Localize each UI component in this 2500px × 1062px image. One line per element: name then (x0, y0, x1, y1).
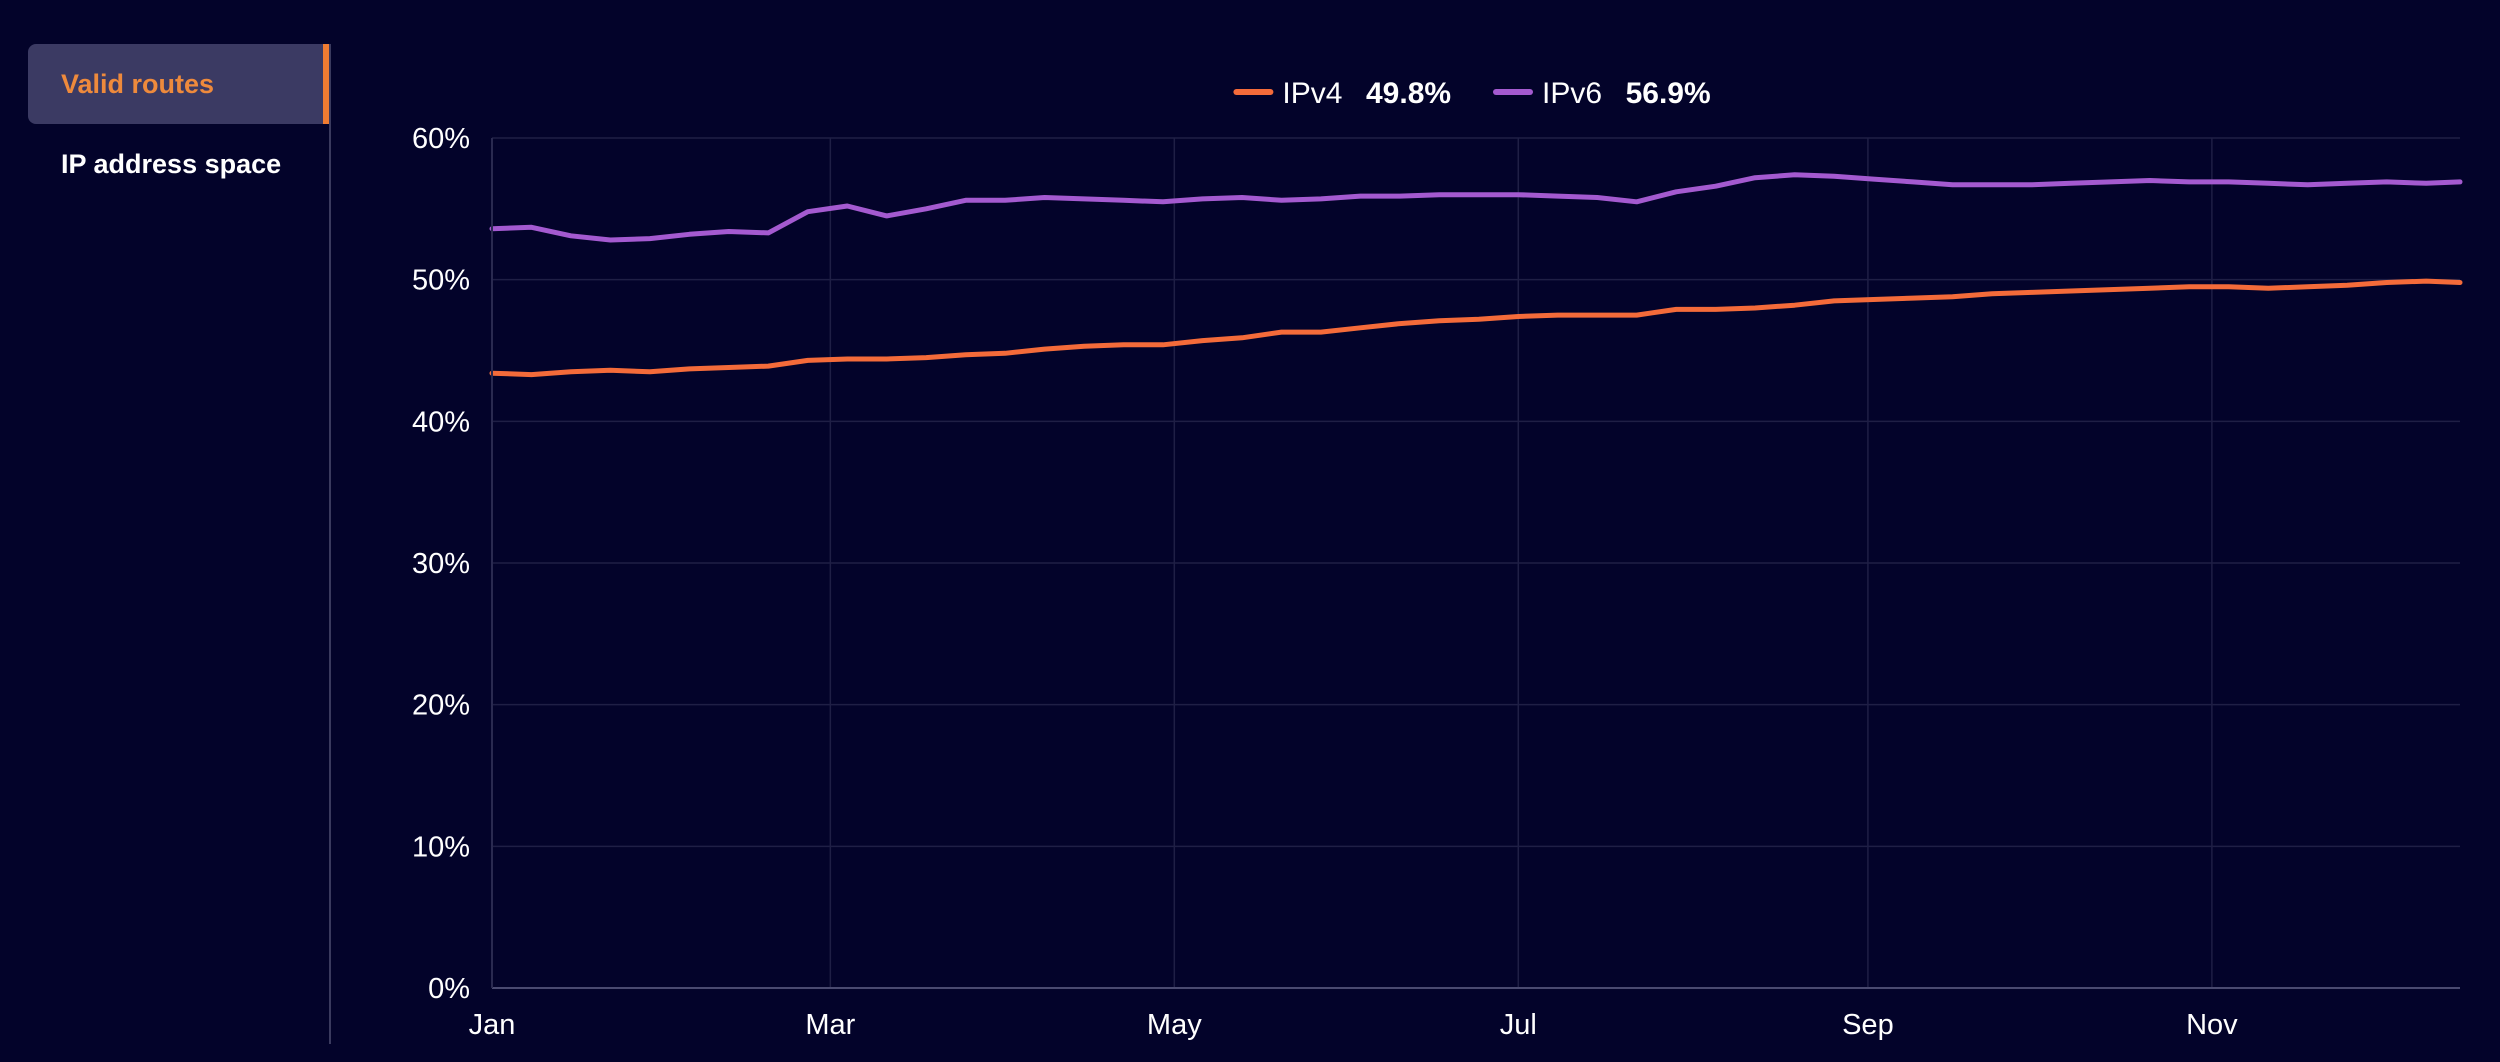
y-tick-label: 0% (428, 973, 470, 1005)
y-tick-label: 20% (412, 690, 470, 722)
y-tick-label: 60% (412, 123, 470, 155)
axis-layer: 0% 10% 20% 30% 40% 50% 60% Jan Mar May Jul Sep Nov (412, 123, 2460, 1041)
series-line-ipv6 (489, 172, 2463, 243)
x-tick-label: Nov (2186, 1009, 2238, 1041)
sidebar-divider (329, 44, 331, 1044)
x-tick-label: Sep (1842, 1009, 1894, 1041)
x-tick-label: Mar (805, 1009, 855, 1041)
legend-name: IPv4 (1282, 77, 1342, 110)
sidebar: Valid routes IP address space (28, 44, 331, 1044)
x-tick-label: Jul (1500, 1009, 1537, 1041)
y-tick-label: 40% (412, 406, 470, 438)
sidebar-item-valid-routes[interactable]: Valid routes (28, 44, 331, 124)
y-tick-label: 10% (412, 831, 470, 863)
legend-value: 49.8% (1366, 77, 1451, 110)
sidebar-item-ip-address-space[interactable]: IP address space (28, 124, 330, 204)
legend[interactable]: IPv4 49.8% IPv6 56.9% (1233, 77, 1711, 110)
series-line-ipv4 (489, 278, 2463, 378)
x-tick-label: May (1147, 1009, 1202, 1041)
series-layer (489, 172, 2463, 378)
sidebar-item-label: Valid routes (61, 69, 215, 99)
legend-item-ipv6[interactable]: IPv6 56.9% (1493, 77, 1711, 110)
x-tick-label: Jan (469, 1009, 516, 1041)
grid-layer (491, 137, 2460, 989)
sidebar-item-label: IP address space (61, 149, 282, 179)
y-tick-label: 50% (412, 265, 470, 297)
legend-name: IPv6 (1542, 77, 1602, 110)
legend-item-ipv4[interactable]: IPv4 49.8% (1233, 77, 1451, 110)
legend-value: 56.9% (1626, 77, 1711, 110)
y-tick-label: 30% (412, 548, 470, 580)
